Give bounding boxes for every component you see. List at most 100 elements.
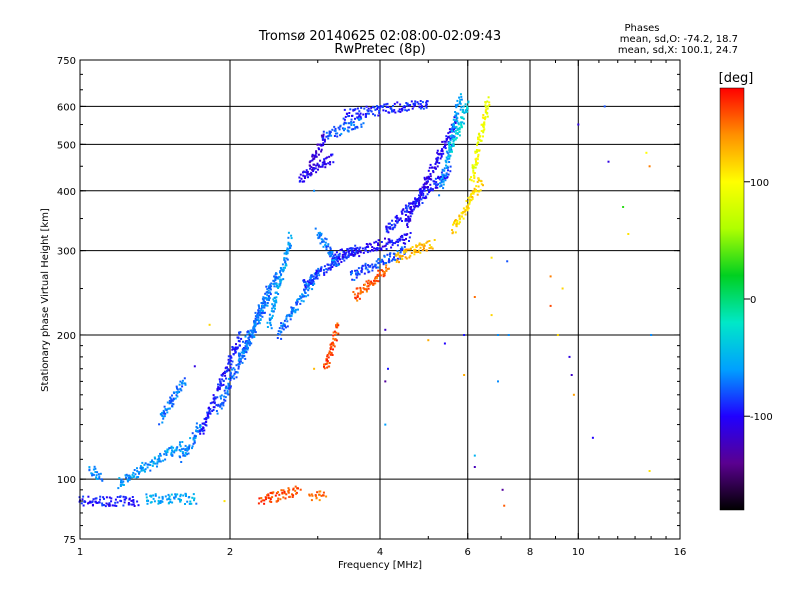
trace-point <box>178 449 181 451</box>
trace-point <box>170 453 173 456</box>
trace-point <box>169 498 172 501</box>
trace-point <box>272 279 275 282</box>
trace-point <box>350 253 353 256</box>
trace-point <box>392 110 395 113</box>
trace-point <box>430 246 433 249</box>
trace-point <box>284 325 286 328</box>
trace-point <box>354 108 357 111</box>
trace-point <box>166 448 169 451</box>
trace-point <box>137 476 140 478</box>
trace-point <box>475 160 477 163</box>
scatter-point <box>648 470 651 472</box>
data-points <box>78 93 653 508</box>
trace-point <box>321 164 324 167</box>
trace-point <box>224 374 227 377</box>
trace-point <box>157 502 160 505</box>
trace-point <box>361 291 364 294</box>
trace-point <box>269 498 272 501</box>
trace-point <box>355 249 358 252</box>
trace-point <box>301 180 304 183</box>
trace-point <box>181 451 184 454</box>
trace-point <box>159 454 162 457</box>
trace-point <box>449 141 452 144</box>
trace-point <box>242 348 245 350</box>
scatter-point <box>549 304 552 307</box>
trace-point <box>333 135 336 137</box>
trace-point <box>449 170 452 173</box>
trace-point <box>304 177 306 179</box>
trace-point <box>102 496 105 499</box>
trace-point <box>144 470 146 473</box>
trace-point <box>360 271 363 274</box>
trace-point <box>447 143 450 146</box>
trace-point <box>246 348 249 351</box>
trace-point <box>322 130 325 133</box>
trace-point <box>354 244 357 247</box>
trace-point <box>469 178 471 181</box>
trace-point <box>195 429 198 432</box>
trace-point <box>366 112 369 115</box>
trace-point <box>482 123 485 126</box>
trace-point <box>283 323 286 326</box>
trace-point <box>417 251 420 253</box>
trace-point <box>184 382 187 385</box>
trace-point <box>372 249 375 252</box>
trace-point <box>217 383 219 386</box>
trace-point <box>435 167 437 170</box>
trace-point <box>425 180 428 183</box>
trace-point <box>322 494 325 497</box>
trace-point <box>396 257 399 260</box>
trace-point <box>275 276 278 279</box>
trace-point <box>260 307 263 310</box>
trace-point <box>94 467 97 470</box>
trace-point <box>260 309 263 312</box>
trace-point <box>162 412 165 415</box>
trace-point <box>82 504 85 507</box>
trace-point <box>458 215 461 218</box>
trace-point <box>261 306 264 309</box>
trace-point <box>315 276 318 279</box>
trace-point <box>428 176 430 179</box>
trace-point <box>283 490 286 493</box>
trace-point <box>263 311 266 314</box>
trace-point <box>318 148 320 151</box>
trace-point <box>383 262 386 265</box>
trace-point <box>378 247 381 250</box>
trace-point <box>395 260 398 263</box>
trace-point <box>239 360 242 363</box>
trace-point <box>301 293 304 296</box>
trace-point <box>253 321 256 324</box>
trace-point <box>266 298 269 301</box>
trace-point <box>406 233 409 236</box>
trace-point <box>119 483 122 486</box>
trace-point <box>463 210 466 213</box>
trace-point <box>335 326 338 329</box>
colorbar-tick-label: 0 <box>750 295 756 306</box>
trace-point <box>279 267 282 269</box>
trace-point <box>259 310 262 313</box>
trace-point <box>414 104 416 107</box>
trace-point <box>464 213 467 216</box>
trace-point <box>262 302 265 305</box>
trace-point <box>221 378 224 381</box>
trace-point <box>272 283 275 285</box>
trace-point <box>298 180 301 183</box>
trace-point <box>364 249 367 252</box>
trace-point <box>423 243 426 246</box>
trace-point <box>391 243 394 246</box>
trace-point <box>350 248 353 251</box>
trace-point <box>405 237 407 240</box>
trace-point <box>238 357 241 360</box>
trace-point <box>425 182 428 185</box>
trace-point <box>245 342 248 345</box>
trace-point <box>229 386 232 389</box>
trace-point <box>315 271 317 274</box>
trace-point <box>366 268 369 271</box>
trace-point <box>375 260 378 263</box>
trace-point <box>423 189 426 192</box>
trace-point <box>327 245 330 248</box>
trace-point <box>471 190 474 193</box>
trace-point <box>436 149 439 152</box>
trace-point <box>337 324 340 327</box>
scatter-point <box>223 500 226 503</box>
